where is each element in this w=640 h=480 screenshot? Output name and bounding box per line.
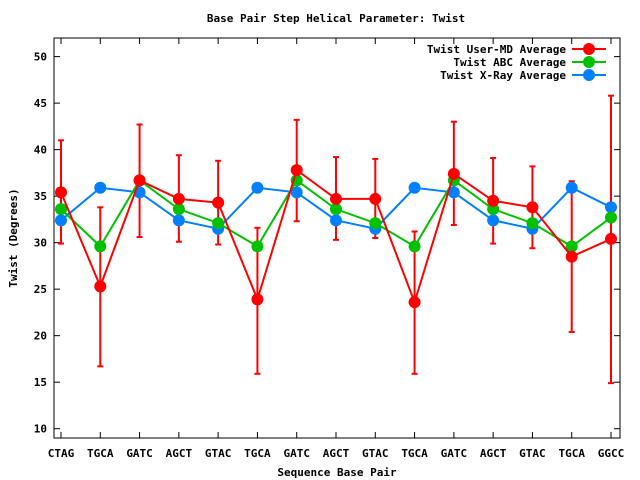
data-point-twist-user-md-average bbox=[487, 194, 500, 207]
x-tick-label: TGCA bbox=[558, 447, 585, 460]
plot-frame bbox=[53, 37, 621, 439]
x-tick-label: TGCA bbox=[401, 447, 428, 460]
data-point-twist-user-md-average bbox=[369, 192, 382, 205]
data-point-twist-user-md-average bbox=[447, 167, 460, 180]
x-tick-label: AGCT bbox=[480, 447, 507, 460]
data-point-twist-user-md-average bbox=[330, 192, 342, 205]
data-point-twist-user-md-average bbox=[408, 296, 421, 309]
data-point-twist-user-md-average bbox=[172, 192, 185, 205]
y-tick-label: 25 bbox=[34, 283, 47, 296]
data-point-twist-x-ray-average bbox=[172, 214, 185, 227]
legend-label: Twist ABC Average bbox=[453, 56, 566, 69]
x-tick-label: GTAC bbox=[519, 447, 546, 460]
y-tick-label: 30 bbox=[34, 237, 47, 250]
legend-label: Twist X-Ray Average bbox=[440, 69, 566, 82]
data-point-twist-user-md-average bbox=[605, 232, 617, 245]
data-point-twist-x-ray-average bbox=[94, 181, 107, 194]
x-tick-label: GATC bbox=[283, 447, 310, 460]
data-point-twist-abc-average bbox=[172, 203, 185, 216]
x-tick-label: TGCA bbox=[87, 447, 114, 460]
y-tick-label: 10 bbox=[34, 423, 47, 436]
x-tick-label: CTAG bbox=[48, 447, 75, 460]
data-point-twist-x-ray-average bbox=[447, 186, 460, 199]
data-point-twist-abc-average bbox=[487, 203, 500, 216]
y-tick-label: 20 bbox=[34, 330, 47, 343]
y-tick-label: 45 bbox=[34, 97, 47, 110]
data-point-twist-abc-average bbox=[330, 203, 342, 216]
y-tick-label: 50 bbox=[34, 51, 47, 64]
y-tick-label: 35 bbox=[34, 190, 47, 203]
data-point-twist-x-ray-average bbox=[290, 186, 303, 199]
data-point-twist-user-md-average bbox=[55, 186, 67, 199]
x-tick-label: GATC bbox=[441, 447, 468, 460]
x-tick-label: GTAC bbox=[362, 447, 389, 460]
data-point-twist-user-md-average bbox=[133, 174, 146, 187]
data-point-twist-x-ray-average bbox=[55, 214, 67, 227]
data-point-twist-x-ray-average bbox=[565, 181, 578, 194]
data-point-twist-x-ray-average bbox=[251, 181, 264, 194]
data-point-twist-x-ray-average bbox=[408, 181, 421, 194]
legend-marker bbox=[583, 56, 595, 68]
data-point-twist-abc-average bbox=[605, 211, 617, 224]
x-tick-label: GATC bbox=[126, 447, 153, 460]
data-point-twist-user-md-average bbox=[565, 250, 578, 263]
data-point-twist-abc-average bbox=[408, 240, 421, 253]
data-point-twist-user-md-average bbox=[251, 293, 264, 306]
data-point-twist-abc-average bbox=[526, 217, 539, 230]
chart-title: Base Pair Step Helical Parameter: Twist bbox=[207, 12, 465, 25]
x-tick-label: GGCC bbox=[598, 447, 625, 460]
data-point-twist-abc-average bbox=[94, 240, 107, 253]
x-tick-label: TGCA bbox=[244, 447, 271, 460]
legend-label: Twist User-MD Average bbox=[427, 43, 566, 56]
y-tick-label: 15 bbox=[34, 376, 47, 389]
data-point-twist-abc-average bbox=[212, 217, 225, 230]
data-point-twist-abc-average bbox=[369, 217, 382, 230]
x-tick-label: GTAC bbox=[205, 447, 232, 460]
y-axis-label: Twist (Degrees) bbox=[7, 188, 20, 287]
data-point-twist-abc-average bbox=[251, 240, 264, 253]
x-tick-label: AGCT bbox=[323, 447, 350, 460]
data-point-twist-user-md-average bbox=[212, 196, 225, 209]
data-point-twist-x-ray-average bbox=[487, 214, 500, 227]
y-tick-label: 40 bbox=[34, 144, 47, 157]
data-point-twist-user-md-average bbox=[526, 201, 539, 214]
data-point-twist-abc-average bbox=[565, 240, 578, 253]
legend-marker bbox=[583, 69, 595, 81]
data-point-twist-user-md-average bbox=[290, 164, 303, 177]
data-point-twist-abc-average bbox=[55, 203, 67, 216]
x-axis-label: Sequence Base Pair bbox=[277, 466, 397, 479]
legend-marker bbox=[583, 43, 595, 55]
data-point-twist-x-ray-average bbox=[330, 214, 342, 227]
data-point-twist-user-md-average bbox=[94, 280, 107, 293]
x-tick-label: AGCT bbox=[166, 447, 193, 460]
data-point-twist-x-ray-average bbox=[605, 201, 617, 214]
